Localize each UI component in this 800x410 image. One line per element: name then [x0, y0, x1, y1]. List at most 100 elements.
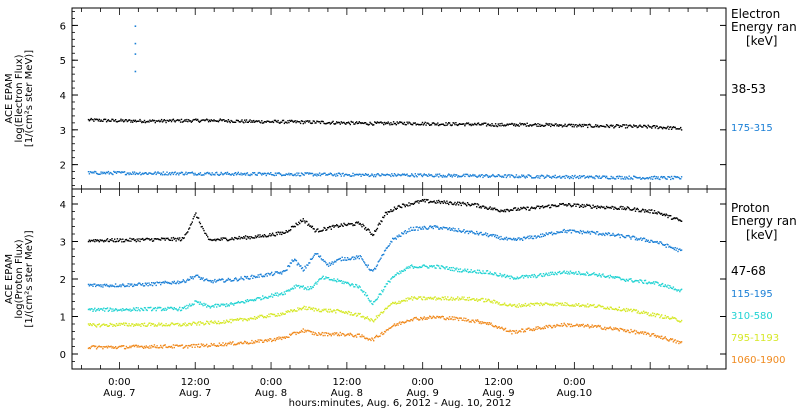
data-point — [450, 228, 453, 230]
data-point — [409, 320, 411, 322]
data-point — [545, 232, 547, 234]
data-point — [245, 172, 248, 175]
data-point — [539, 326, 541, 329]
data-point — [366, 266, 369, 268]
data-point — [605, 207, 607, 210]
data-point — [306, 220, 308, 223]
data-point — [233, 279, 235, 282]
data-point — [375, 334, 378, 337]
data-point — [527, 304, 529, 306]
data-point — [212, 321, 214, 323]
data-point — [345, 123, 347, 125]
data-point — [189, 345, 192, 347]
data-point — [127, 308, 129, 311]
data-point — [197, 217, 199, 219]
data-point — [594, 274, 596, 276]
data-point — [186, 345, 188, 347]
data-point — [428, 296, 430, 299]
data-point — [462, 230, 464, 232]
data-point — [450, 124, 453, 127]
data-point — [348, 122, 351, 124]
data-point — [236, 173, 239, 175]
data-point — [484, 322, 486, 324]
data-point — [350, 333, 352, 335]
data-point — [136, 309, 138, 312]
data-point — [224, 322, 226, 324]
data-point — [677, 176, 679, 179]
data-point — [571, 229, 573, 231]
data-point — [99, 326, 101, 328]
data-point — [149, 239, 151, 241]
data-point — [100, 171, 102, 173]
data-point — [384, 285, 387, 288]
data-point — [222, 278, 224, 281]
data-point — [360, 122, 362, 125]
data-point — [551, 303, 554, 305]
data-point — [285, 269, 287, 272]
data-point — [148, 282, 150, 284]
data-point — [230, 302, 232, 304]
data-point — [127, 120, 129, 122]
data-point — [466, 319, 469, 321]
data-point — [325, 174, 327, 176]
data-point — [207, 305, 210, 307]
data-point — [568, 175, 570, 178]
data-point — [619, 206, 621, 208]
data-point — [526, 328, 528, 330]
data-point — [580, 305, 583, 307]
data-point — [100, 346, 102, 348]
data-point — [578, 232, 581, 234]
proton-legend-entry: 115-195 — [731, 289, 773, 300]
data-point — [225, 342, 227, 345]
data-point — [604, 326, 606, 329]
data-point — [107, 345, 110, 347]
data-point — [664, 127, 666, 129]
data-point — [178, 282, 180, 285]
data-point — [563, 125, 565, 127]
data-point — [273, 337, 276, 340]
data-point — [246, 299, 249, 301]
data-point — [170, 306, 173, 309]
data-point — [383, 333, 385, 335]
data-point — [589, 233, 592, 235]
data-point — [648, 125, 650, 128]
data-point — [234, 277, 237, 279]
data-point — [455, 298, 457, 300]
data-point — [645, 177, 648, 179]
data-point — [374, 336, 377, 338]
data-point — [471, 319, 473, 321]
data-point — [226, 279, 229, 281]
data-point — [112, 285, 114, 287]
data-point — [234, 319, 236, 321]
data-point — [499, 327, 501, 330]
data-point — [438, 124, 440, 127]
data-point — [176, 172, 178, 175]
data-point — [457, 319, 460, 322]
data-point — [233, 319, 235, 321]
data-point — [540, 327, 543, 330]
data-point — [490, 234, 492, 236]
data-point — [429, 174, 432, 176]
data-point — [558, 324, 560, 327]
data-point — [524, 275, 527, 277]
data-point — [473, 232, 475, 234]
data-point — [259, 339, 261, 341]
data-point — [670, 286, 672, 289]
data-point — [305, 287, 307, 290]
data-point — [227, 304, 230, 306]
data-point — [563, 270, 565, 272]
data-point — [511, 276, 513, 278]
data-point — [637, 126, 639, 128]
data-point — [430, 298, 433, 300]
data-point — [535, 326, 537, 328]
data-point — [409, 204, 411, 207]
data-point — [658, 178, 660, 180]
data-point — [670, 175, 673, 178]
data-point — [542, 175, 545, 177]
data-point — [421, 299, 424, 301]
data-point — [566, 325, 568, 328]
data-point — [224, 344, 226, 346]
data-point — [454, 318, 456, 321]
data-point — [108, 240, 110, 243]
